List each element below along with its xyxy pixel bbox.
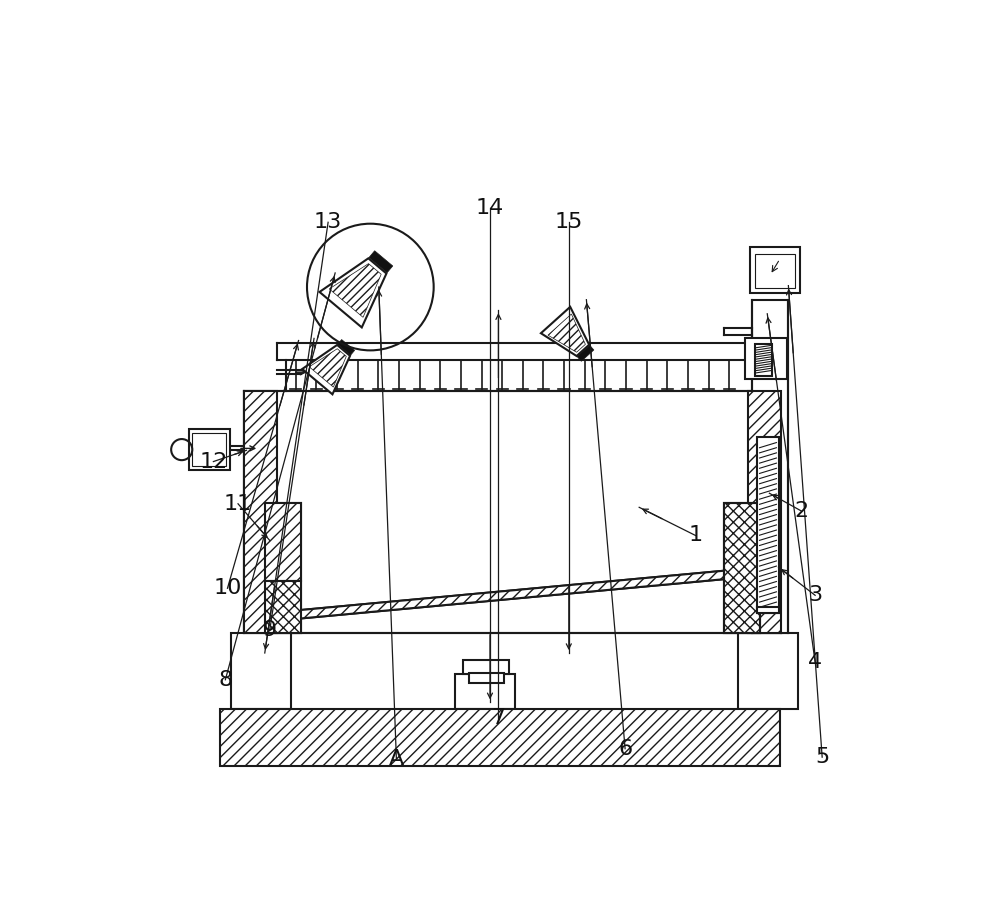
Text: 9: 9 — [263, 621, 277, 641]
Polygon shape — [338, 340, 355, 356]
Bar — [455, 675, 515, 709]
Text: A: A — [389, 749, 404, 769]
Text: 4: 4 — [808, 653, 822, 672]
Bar — [757, 607, 779, 613]
Text: 2: 2 — [794, 501, 808, 521]
Text: 1: 1 — [688, 526, 703, 546]
Text: 11: 11 — [224, 494, 252, 514]
Polygon shape — [548, 314, 585, 352]
Bar — [757, 437, 779, 613]
Bar — [724, 503, 760, 633]
Bar — [244, 391, 781, 633]
Bar — [463, 660, 509, 675]
Bar — [265, 503, 301, 633]
Polygon shape — [320, 259, 386, 327]
Text: 8: 8 — [218, 670, 232, 690]
Bar — [745, 337, 787, 378]
Bar — [750, 247, 800, 292]
Bar — [724, 503, 760, 633]
Bar — [220, 709, 780, 766]
Bar — [748, 391, 781, 633]
Bar — [265, 503, 301, 581]
Bar — [469, 674, 504, 684]
Bar — [752, 300, 788, 633]
Polygon shape — [541, 307, 589, 356]
Bar — [231, 633, 291, 709]
Text: 10: 10 — [213, 579, 242, 599]
Polygon shape — [302, 345, 350, 394]
Polygon shape — [309, 349, 346, 388]
Bar — [755, 344, 772, 376]
Bar — [244, 391, 277, 633]
Text: 7: 7 — [491, 708, 505, 728]
Polygon shape — [577, 345, 594, 361]
Text: 12: 12 — [199, 452, 228, 472]
Bar — [189, 430, 230, 470]
Text: 15: 15 — [555, 212, 583, 232]
Polygon shape — [277, 569, 748, 621]
Text: 6: 6 — [618, 739, 632, 759]
Polygon shape — [369, 250, 393, 272]
Bar — [192, 432, 226, 466]
Text: 5: 5 — [815, 747, 829, 767]
Text: 13: 13 — [314, 212, 342, 232]
Text: 3: 3 — [808, 585, 822, 605]
Bar — [738, 633, 798, 709]
Polygon shape — [329, 263, 381, 317]
Bar — [265, 581, 301, 633]
Text: 14: 14 — [476, 198, 504, 218]
Bar — [755, 254, 795, 289]
